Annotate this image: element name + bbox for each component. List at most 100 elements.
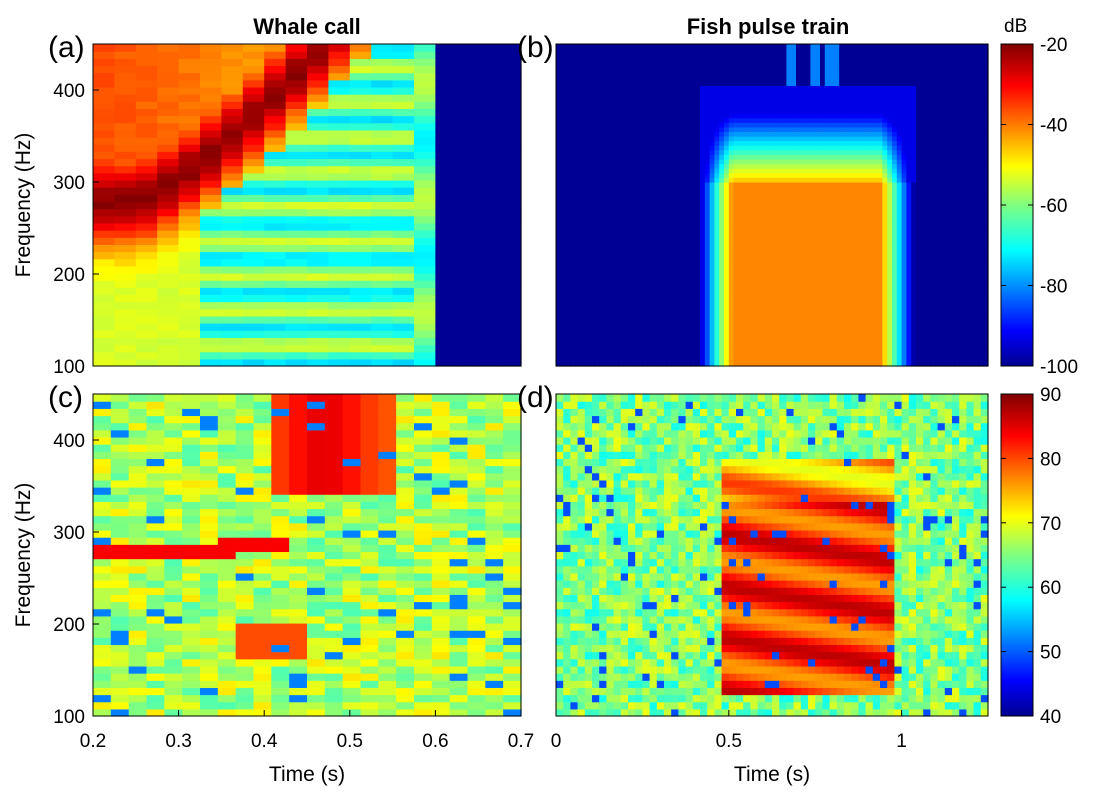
- heatmap-cell: [242, 172, 265, 181]
- heatmap-cell: [666, 103, 672, 109]
- heatmap-cell: [748, 214, 754, 220]
- heatmap-cell: [829, 85, 835, 91]
- heatmap-cell: [695, 126, 701, 132]
- heatmap-cell: [565, 361, 571, 367]
- heatmap-cell: [499, 330, 522, 338]
- heatmap-cell: [738, 269, 744, 275]
- heatmap-cell: [642, 205, 648, 211]
- heatmap-cell: [685, 347, 691, 353]
- heatmap-cell: [743, 159, 749, 165]
- heatmap-cell: [767, 122, 773, 128]
- heatmap-cell: [594, 103, 600, 109]
- heatmap-cell: [748, 62, 754, 68]
- heatmap-cell: [700, 297, 706, 303]
- heatmap-cell: [565, 149, 571, 155]
- heatmap-cell: [178, 65, 201, 74]
- heatmap-cell: [178, 294, 201, 303]
- heatmap-cell: [647, 191, 653, 197]
- heatmap-cell: [728, 71, 735, 77]
- heatmap-cell: [637, 140, 643, 146]
- heatmap-cell: [700, 99, 706, 105]
- heatmap-cell: [608, 228, 615, 234]
- heatmap-cell: [560, 113, 567, 119]
- heatmap-cell: [632, 205, 639, 211]
- heatmap-cell: [604, 315, 610, 321]
- heatmap-cell: [762, 205, 768, 211]
- heatmap-cell: [820, 278, 826, 284]
- heatmap-cell: [157, 315, 180, 324]
- heatmap-cell: [499, 280, 522, 288]
- heatmap-cell: [752, 108, 759, 114]
- heatmap-cell: [652, 232, 658, 238]
- heatmap-cell: [618, 329, 624, 335]
- heatmap-cell: [781, 347, 787, 353]
- heatmap-cell: [575, 338, 581, 344]
- heatmap-cell: [724, 310, 730, 316]
- heatmap-cell: [632, 71, 639, 77]
- heatmap-cell: [661, 90, 667, 96]
- heatmap-cell: [565, 347, 571, 353]
- heatmap-cell: [647, 44, 653, 50]
- heatmap-cell: [829, 80, 835, 86]
- heatmap-cell: [135, 44, 158, 52]
- heatmap-cell: [781, 172, 787, 178]
- heatmap-cell: [738, 53, 744, 59]
- heatmap-cell: [652, 71, 658, 77]
- heatmap-cell: [157, 351, 180, 360]
- heatmap-cell: [724, 195, 730, 201]
- heatmap-cell: [700, 301, 706, 307]
- heatmap-cell: [628, 76, 634, 82]
- heatmap-cell: [738, 228, 744, 234]
- heatmap-cell: [728, 200, 735, 206]
- heatmap-cell: [724, 241, 730, 247]
- heatmap-cell: [604, 44, 610, 50]
- heatmap-cell: [695, 163, 701, 169]
- heatmap-cell: [738, 264, 744, 270]
- heatmap-cell: [608, 297, 615, 303]
- heatmap-cell: [200, 208, 222, 217]
- heatmap-cell: [829, 67, 835, 73]
- heatmap-cell: [704, 315, 711, 321]
- heatmap-cell: [613, 168, 619, 174]
- heatmap-cell: [690, 103, 696, 109]
- heatmap-cell: [584, 182, 591, 188]
- heatmap-cell: [709, 260, 715, 266]
- heatmap-cell: [371, 51, 394, 59]
- heatmap-cell: [560, 140, 567, 146]
- heatmap-cell: [762, 292, 768, 298]
- heatmap-cell: [690, 251, 696, 257]
- heatmap-cell: [829, 269, 835, 275]
- heatmap-cell: [781, 315, 787, 321]
- heatmap-cell: [599, 53, 605, 59]
- heatmap-cell: [652, 122, 658, 128]
- heatmap-cell: [613, 122, 619, 128]
- heatmap-cell: [820, 306, 826, 312]
- heatmap-cell: [594, 200, 600, 206]
- heatmap-cell: [728, 85, 735, 91]
- heatmap-cell: [805, 260, 811, 266]
- heatmap-cell: [796, 356, 802, 362]
- heatmap-cell: [791, 159, 797, 165]
- heatmap-cell: [647, 209, 653, 215]
- heatmap-cell: [556, 356, 562, 362]
- heatmap-cell: [704, 264, 711, 270]
- heatmap-cell: [776, 264, 783, 270]
- heatmap-cell: [435, 172, 458, 181]
- heatmap-cell: [762, 306, 768, 312]
- heatmap-cell: [666, 182, 672, 188]
- heatmap-cell: [599, 223, 605, 229]
- heatmap-cell: [589, 255, 595, 261]
- heatmap-cell: [776, 255, 783, 261]
- heatmap-cell: [709, 333, 715, 339]
- heatmap-cell: [221, 337, 244, 346]
- heatmap-cell: [666, 117, 672, 123]
- heatmap-cell: [796, 85, 802, 91]
- heatmap-cell: [786, 145, 792, 151]
- heatmap-cell: [242, 79, 265, 88]
- heatmap-cell: [800, 177, 807, 183]
- heatmap-cell: [618, 195, 624, 201]
- heatmap-cell: [285, 44, 308, 52]
- heatmap-cell: [757, 241, 763, 247]
- heatmap-cell: [349, 315, 372, 324]
- heatmap-cell: [478, 86, 501, 95]
